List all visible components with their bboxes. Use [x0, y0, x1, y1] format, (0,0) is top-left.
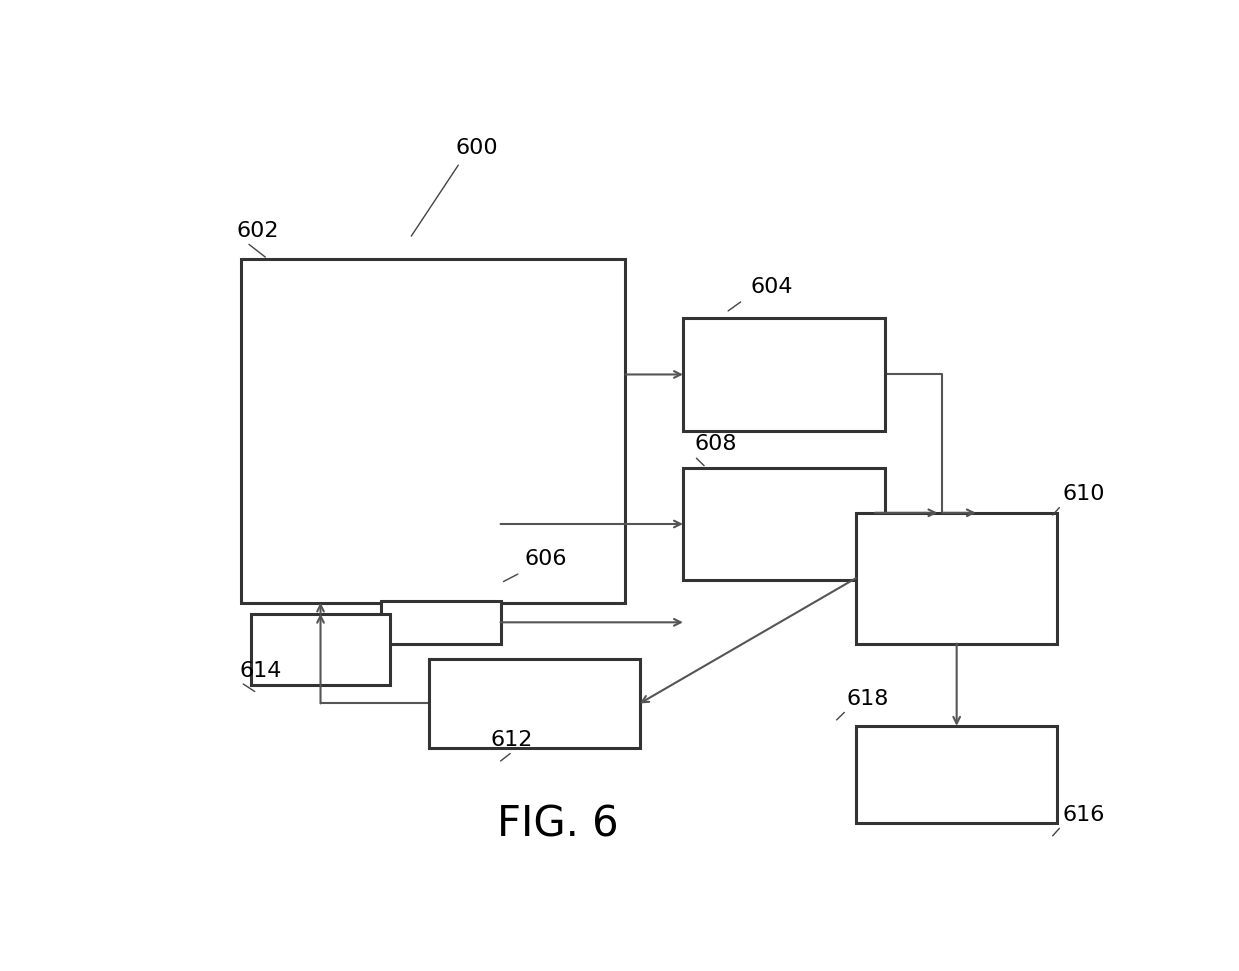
Text: 614: 614 [239, 661, 281, 681]
Text: 610: 610 [1062, 484, 1105, 504]
Text: 608: 608 [695, 434, 737, 454]
Bar [429, 658, 639, 749]
Text: 600: 600 [455, 138, 498, 157]
Bar [683, 318, 885, 430]
Text: 612: 612 [491, 730, 533, 750]
Bar [380, 601, 501, 644]
Text: 602: 602 [237, 220, 279, 241]
Text: 616: 616 [1062, 805, 1105, 825]
Text: 604: 604 [751, 278, 793, 297]
Bar [856, 726, 1057, 823]
Bar [242, 258, 626, 602]
Bar [250, 614, 390, 685]
Text: FIG. 6: FIG. 6 [497, 803, 620, 846]
Text: 618: 618 [846, 688, 888, 709]
Bar [683, 468, 885, 580]
Bar [856, 513, 1057, 644]
Text: 606: 606 [524, 549, 567, 569]
